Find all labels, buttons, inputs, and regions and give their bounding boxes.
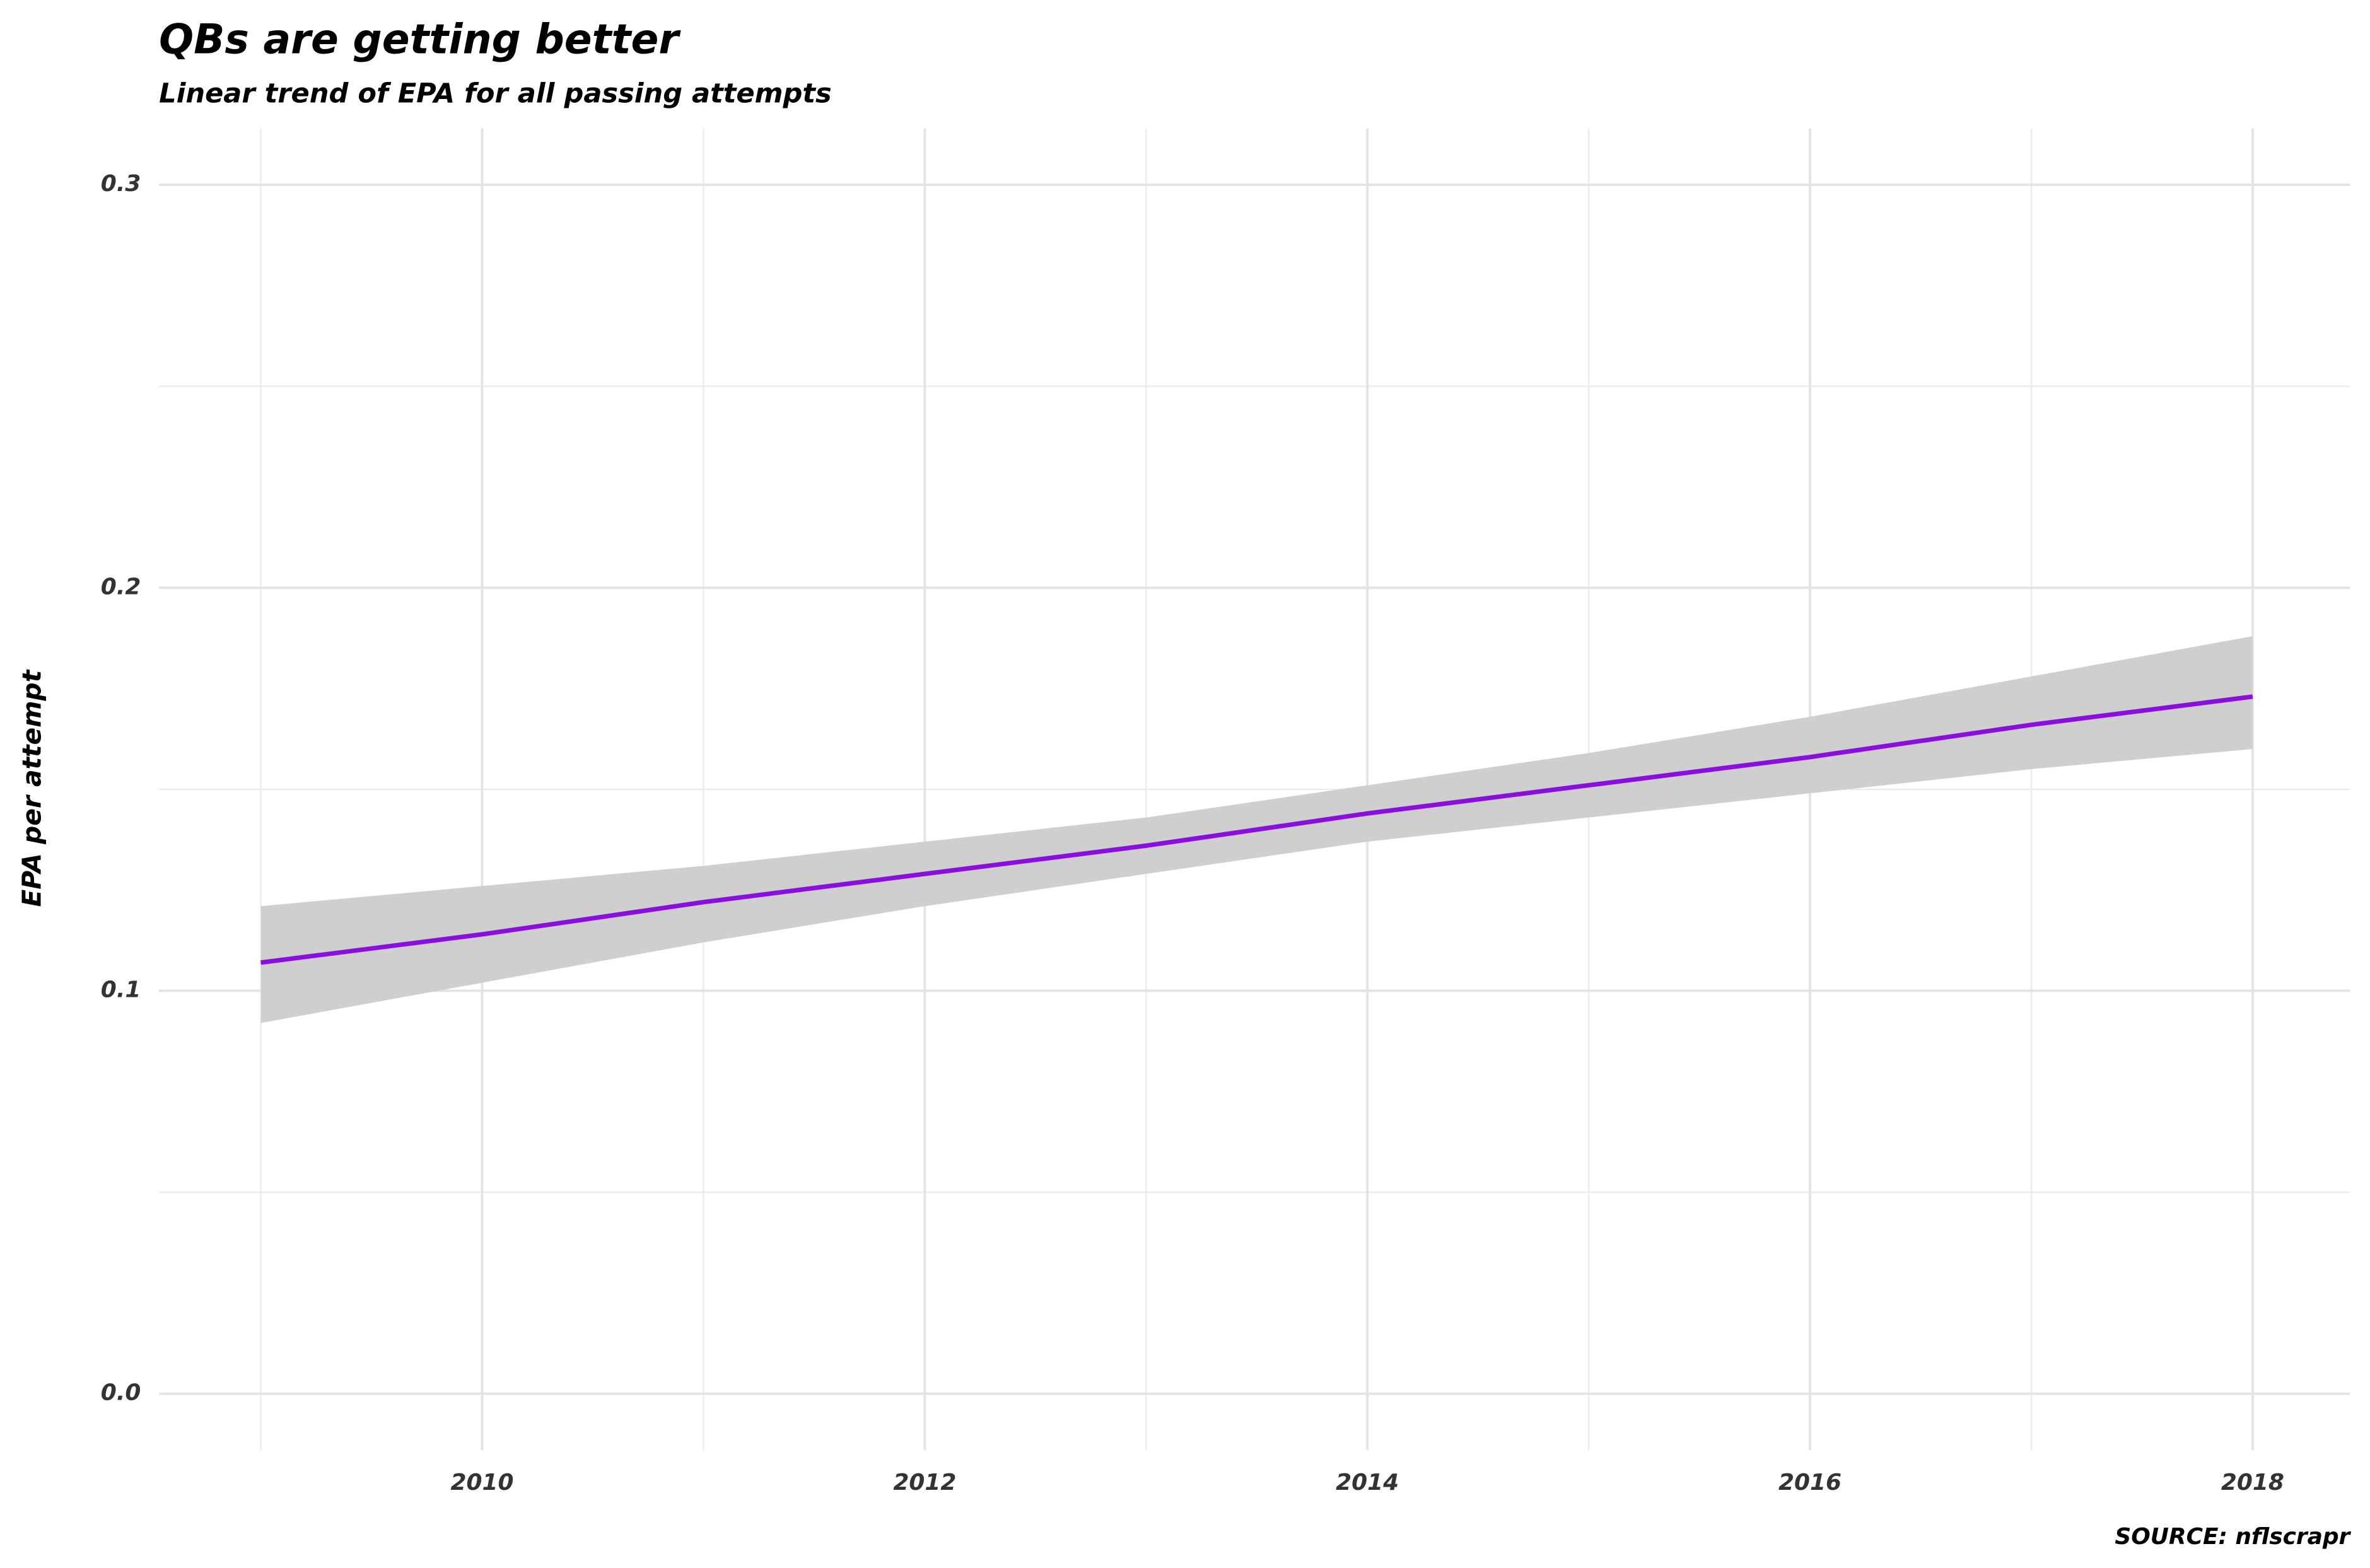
y-tick-label: 0.2 [101, 574, 141, 600]
chart-title: QBs are getting better [159, 16, 681, 64]
x-tick-label: 2014 [1336, 1470, 1399, 1495]
y-tick-label: 0.3 [101, 171, 141, 197]
y-tick-label: 0.0 [101, 1380, 141, 1406]
x-tick-label: 2018 [2221, 1470, 2284, 1495]
y-axis-title: EPA per attempt [16, 669, 47, 907]
y-tick-label: 0.1 [101, 977, 141, 1002]
chart-subtitle: Linear trend of EPA for all passing atte… [159, 78, 832, 109]
x-tick-label: 2010 [451, 1470, 514, 1495]
trend-line [260, 694, 2253, 965]
x-tick-label: 2012 [893, 1470, 956, 1495]
caption: SOURCE: nflscrapr [2115, 1524, 2351, 1550]
x-tick-label: 2016 [1778, 1470, 1842, 1495]
